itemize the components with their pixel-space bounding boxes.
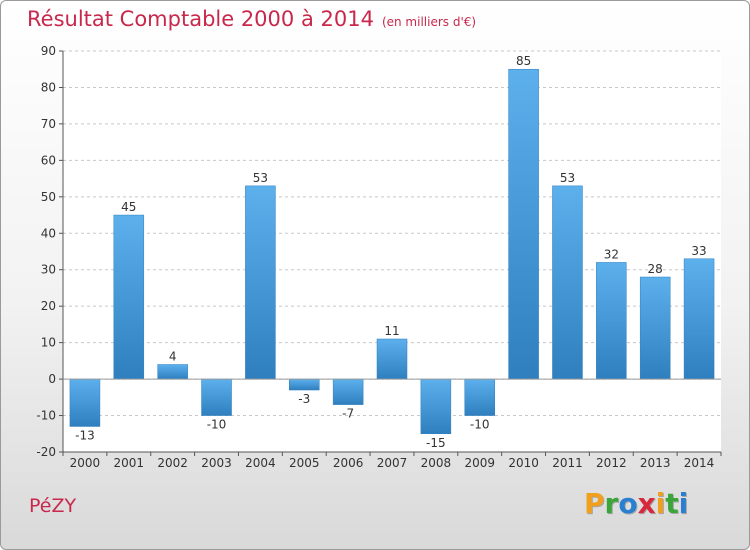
logo-letter: i bbox=[678, 487, 689, 520]
y-tick-label: -10 bbox=[36, 409, 56, 423]
x-tick-label: 2013 bbox=[640, 456, 671, 470]
logo-letter: x bbox=[637, 487, 656, 520]
commune-name: PéZY bbox=[29, 495, 77, 517]
bar bbox=[201, 378, 232, 416]
y-tick-label: 20 bbox=[41, 299, 56, 313]
data-label: 4 bbox=[169, 350, 177, 364]
data-label: 33 bbox=[691, 244, 706, 258]
y-tick-label: 70 bbox=[41, 117, 56, 131]
x-tick-label: 2004 bbox=[245, 456, 276, 470]
logo-letter: r bbox=[604, 487, 619, 520]
bar bbox=[113, 214, 145, 380]
bar bbox=[332, 378, 364, 405]
data-label: 28 bbox=[648, 262, 663, 276]
bar bbox=[157, 364, 188, 380]
x-tick-label: 2014 bbox=[684, 456, 715, 470]
bar bbox=[596, 262, 627, 380]
y-tick-label: 10 bbox=[41, 336, 56, 350]
bar bbox=[245, 185, 276, 380]
y-tick-label: 50 bbox=[41, 190, 56, 204]
x-tick-label: 2007 bbox=[377, 456, 408, 470]
y-tick-label: -20 bbox=[36, 445, 56, 459]
proxiti-logo: Proxiti bbox=[584, 487, 688, 520]
x-tick-label: 2008 bbox=[421, 456, 452, 470]
x-tick-label: 2003 bbox=[201, 456, 232, 470]
bar bbox=[420, 378, 452, 435]
x-tick-label: 2002 bbox=[157, 456, 188, 470]
data-label: 11 bbox=[384, 324, 399, 338]
data-label: -13 bbox=[75, 428, 95, 442]
chart-title: Résultat Comptable 2000 à 2014 (en millie… bbox=[27, 7, 476, 31]
data-label: -15 bbox=[426, 436, 446, 450]
bar bbox=[552, 185, 583, 380]
data-label: 45 bbox=[121, 200, 136, 214]
logo-letter: t bbox=[665, 487, 679, 520]
bar bbox=[683, 258, 715, 380]
x-tick-label: 2010 bbox=[508, 456, 539, 470]
y-tick-label: 60 bbox=[41, 153, 56, 167]
bar bbox=[464, 378, 495, 416]
logo-letter: P bbox=[584, 487, 605, 520]
x-tick-label: 2009 bbox=[464, 456, 495, 470]
x-tick-label: 2006 bbox=[333, 456, 364, 470]
chart-title-text: Résultat Comptable 2000 à 2014 bbox=[27, 7, 374, 31]
logo-letter: i bbox=[655, 487, 666, 520]
data-label: 85 bbox=[516, 54, 531, 68]
data-label: 53 bbox=[253, 171, 268, 185]
bar bbox=[376, 338, 408, 380]
x-tick-label: 2005 bbox=[289, 456, 320, 470]
bar bbox=[508, 68, 539, 380]
y-tick-label: 30 bbox=[41, 263, 56, 277]
bar bbox=[639, 276, 671, 380]
chart-subtitle: (en milliers d'€) bbox=[381, 15, 477, 29]
bar bbox=[289, 378, 320, 391]
data-label: -7 bbox=[342, 407, 354, 421]
data-label: -10 bbox=[470, 418, 490, 432]
y-tick-label: 40 bbox=[41, 226, 56, 240]
logo-letter: o bbox=[618, 487, 638, 520]
data-label: 32 bbox=[604, 247, 619, 261]
x-tick-label: 2012 bbox=[596, 456, 627, 470]
x-tick-label: 2000 bbox=[70, 456, 101, 470]
y-tick-label: 90 bbox=[41, 44, 56, 58]
data-label: -10 bbox=[207, 418, 227, 432]
y-tick-label: 80 bbox=[41, 80, 56, 94]
plot-area bbox=[63, 51, 721, 452]
x-tick-label: 2001 bbox=[114, 456, 145, 470]
x-tick-label: 2011 bbox=[552, 456, 583, 470]
data-label: 53 bbox=[560, 171, 575, 185]
y-tick-label: 0 bbox=[48, 372, 56, 386]
bar bbox=[69, 378, 101, 427]
data-label: -3 bbox=[298, 392, 310, 406]
